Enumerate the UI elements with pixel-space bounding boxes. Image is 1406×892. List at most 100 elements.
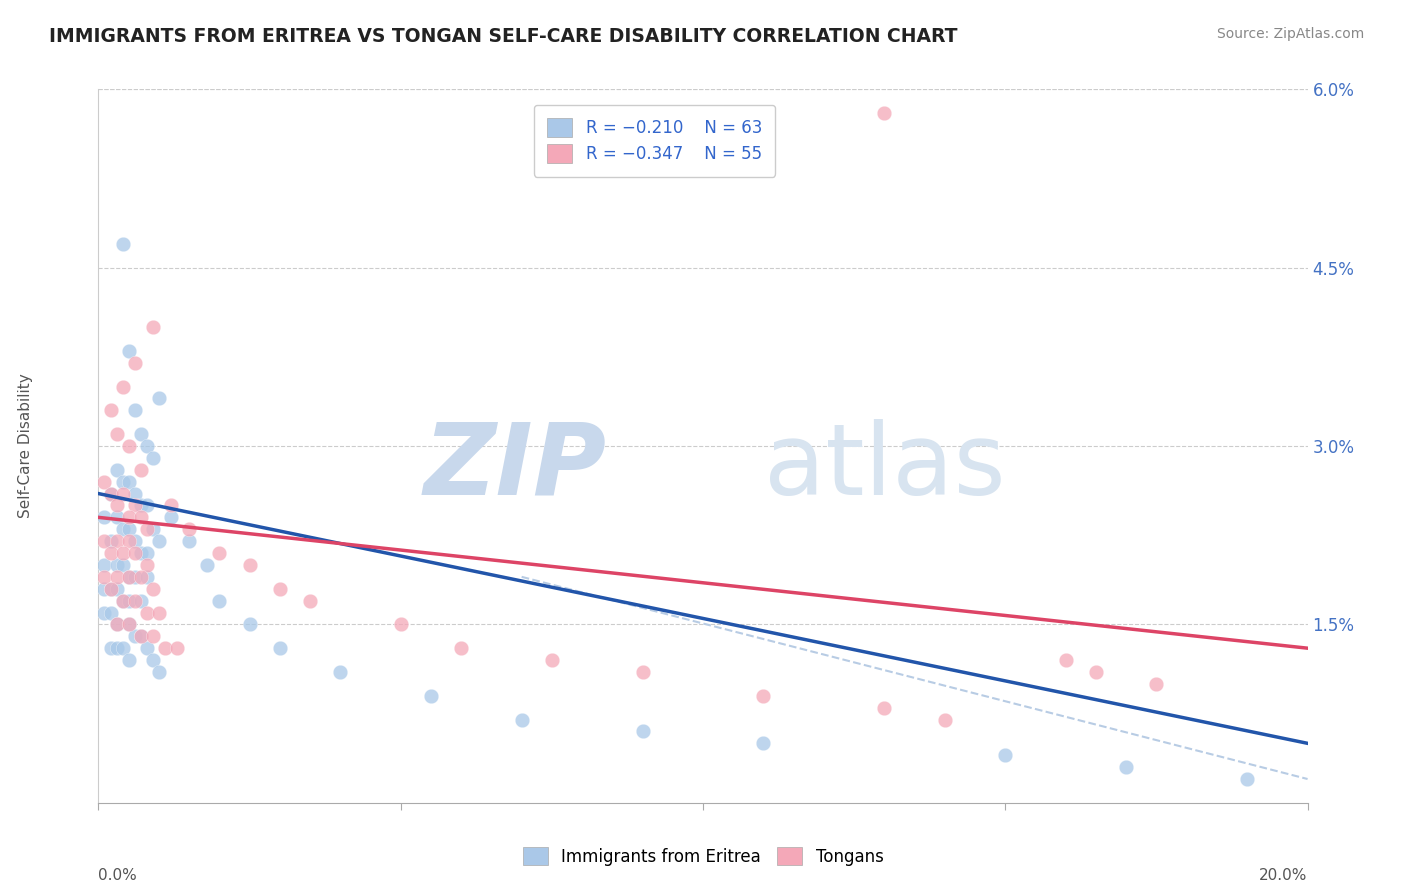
Point xyxy=(124,629,146,643)
Point xyxy=(208,593,231,607)
Point xyxy=(111,522,134,536)
Point xyxy=(934,713,956,727)
Point xyxy=(129,499,152,513)
Point xyxy=(142,522,165,536)
Point xyxy=(100,534,122,549)
Point xyxy=(100,546,122,560)
Point xyxy=(129,593,152,607)
Point xyxy=(118,653,141,667)
Point xyxy=(135,606,157,620)
Point xyxy=(129,427,152,442)
Point xyxy=(153,641,176,656)
Point xyxy=(124,499,146,513)
Point xyxy=(269,582,291,596)
Point xyxy=(93,606,115,620)
Point xyxy=(148,665,170,679)
Point xyxy=(105,558,128,572)
Point xyxy=(148,392,170,406)
Point xyxy=(129,629,152,643)
Point xyxy=(100,486,122,500)
Point xyxy=(111,593,134,607)
Point xyxy=(420,689,443,703)
Point xyxy=(118,522,141,536)
Point xyxy=(118,617,141,632)
Point xyxy=(124,570,146,584)
Point xyxy=(118,439,141,453)
Point xyxy=(111,486,134,500)
Point xyxy=(873,106,896,120)
Point xyxy=(160,499,183,513)
Point xyxy=(93,534,115,549)
Point xyxy=(93,475,115,489)
Point xyxy=(111,593,134,607)
Point xyxy=(239,558,262,572)
Point xyxy=(105,582,128,596)
Point xyxy=(129,463,152,477)
Point xyxy=(135,499,157,513)
Text: 20.0%: 20.0% xyxy=(1260,868,1308,883)
Point xyxy=(195,558,218,572)
Point xyxy=(124,593,146,607)
Point xyxy=(105,427,128,442)
Point xyxy=(135,546,157,560)
Point xyxy=(752,736,775,750)
Point xyxy=(299,593,322,607)
Point xyxy=(93,582,115,596)
Point xyxy=(142,450,165,465)
Point xyxy=(994,748,1017,763)
Point xyxy=(111,641,134,656)
Point xyxy=(142,629,165,643)
Point xyxy=(105,570,128,584)
Point xyxy=(118,593,141,607)
Point xyxy=(510,713,533,727)
Point xyxy=(208,546,231,560)
Point xyxy=(1144,677,1167,691)
Text: Self-Care Disability: Self-Care Disability xyxy=(18,374,34,518)
Point xyxy=(329,665,352,679)
Point xyxy=(118,617,141,632)
Point xyxy=(135,522,157,536)
Point xyxy=(389,617,412,632)
Text: atlas: atlas xyxy=(763,419,1005,516)
Point xyxy=(540,653,562,667)
Text: 0.0%: 0.0% xyxy=(98,868,138,883)
Point xyxy=(752,689,775,703)
Point xyxy=(118,570,141,584)
Point xyxy=(148,606,170,620)
Point xyxy=(105,510,128,524)
Point xyxy=(1236,772,1258,786)
Point xyxy=(100,403,122,417)
Text: IMMIGRANTS FROM ERITREA VS TONGAN SELF-CARE DISABILITY CORRELATION CHART: IMMIGRANTS FROM ERITREA VS TONGAN SELF-C… xyxy=(49,27,957,45)
Point xyxy=(118,475,141,489)
Point xyxy=(179,534,201,549)
Point xyxy=(135,558,157,572)
Point xyxy=(129,570,152,584)
Point xyxy=(93,510,115,524)
Point xyxy=(100,582,122,596)
Point xyxy=(631,665,654,679)
Point xyxy=(118,570,141,584)
Point xyxy=(166,641,188,656)
Point xyxy=(124,546,146,560)
Point xyxy=(124,403,146,417)
Point xyxy=(160,510,183,524)
Point xyxy=(129,629,152,643)
Point xyxy=(135,439,157,453)
Point xyxy=(105,617,128,632)
Legend: R = −0.210    N = 63, R = −0.347    N = 55: R = −0.210 N = 63, R = −0.347 N = 55 xyxy=(534,104,775,177)
Point xyxy=(631,724,654,739)
Point xyxy=(179,522,201,536)
Point xyxy=(100,641,122,656)
Point xyxy=(105,534,128,549)
Point xyxy=(450,641,472,656)
Point xyxy=(142,320,165,334)
Point xyxy=(105,499,128,513)
Point xyxy=(1054,653,1077,667)
Point xyxy=(93,558,115,572)
Point xyxy=(124,356,146,370)
Point xyxy=(269,641,291,656)
Point xyxy=(111,236,134,251)
Point xyxy=(873,700,896,714)
Point xyxy=(105,641,128,656)
Point xyxy=(1115,760,1137,774)
